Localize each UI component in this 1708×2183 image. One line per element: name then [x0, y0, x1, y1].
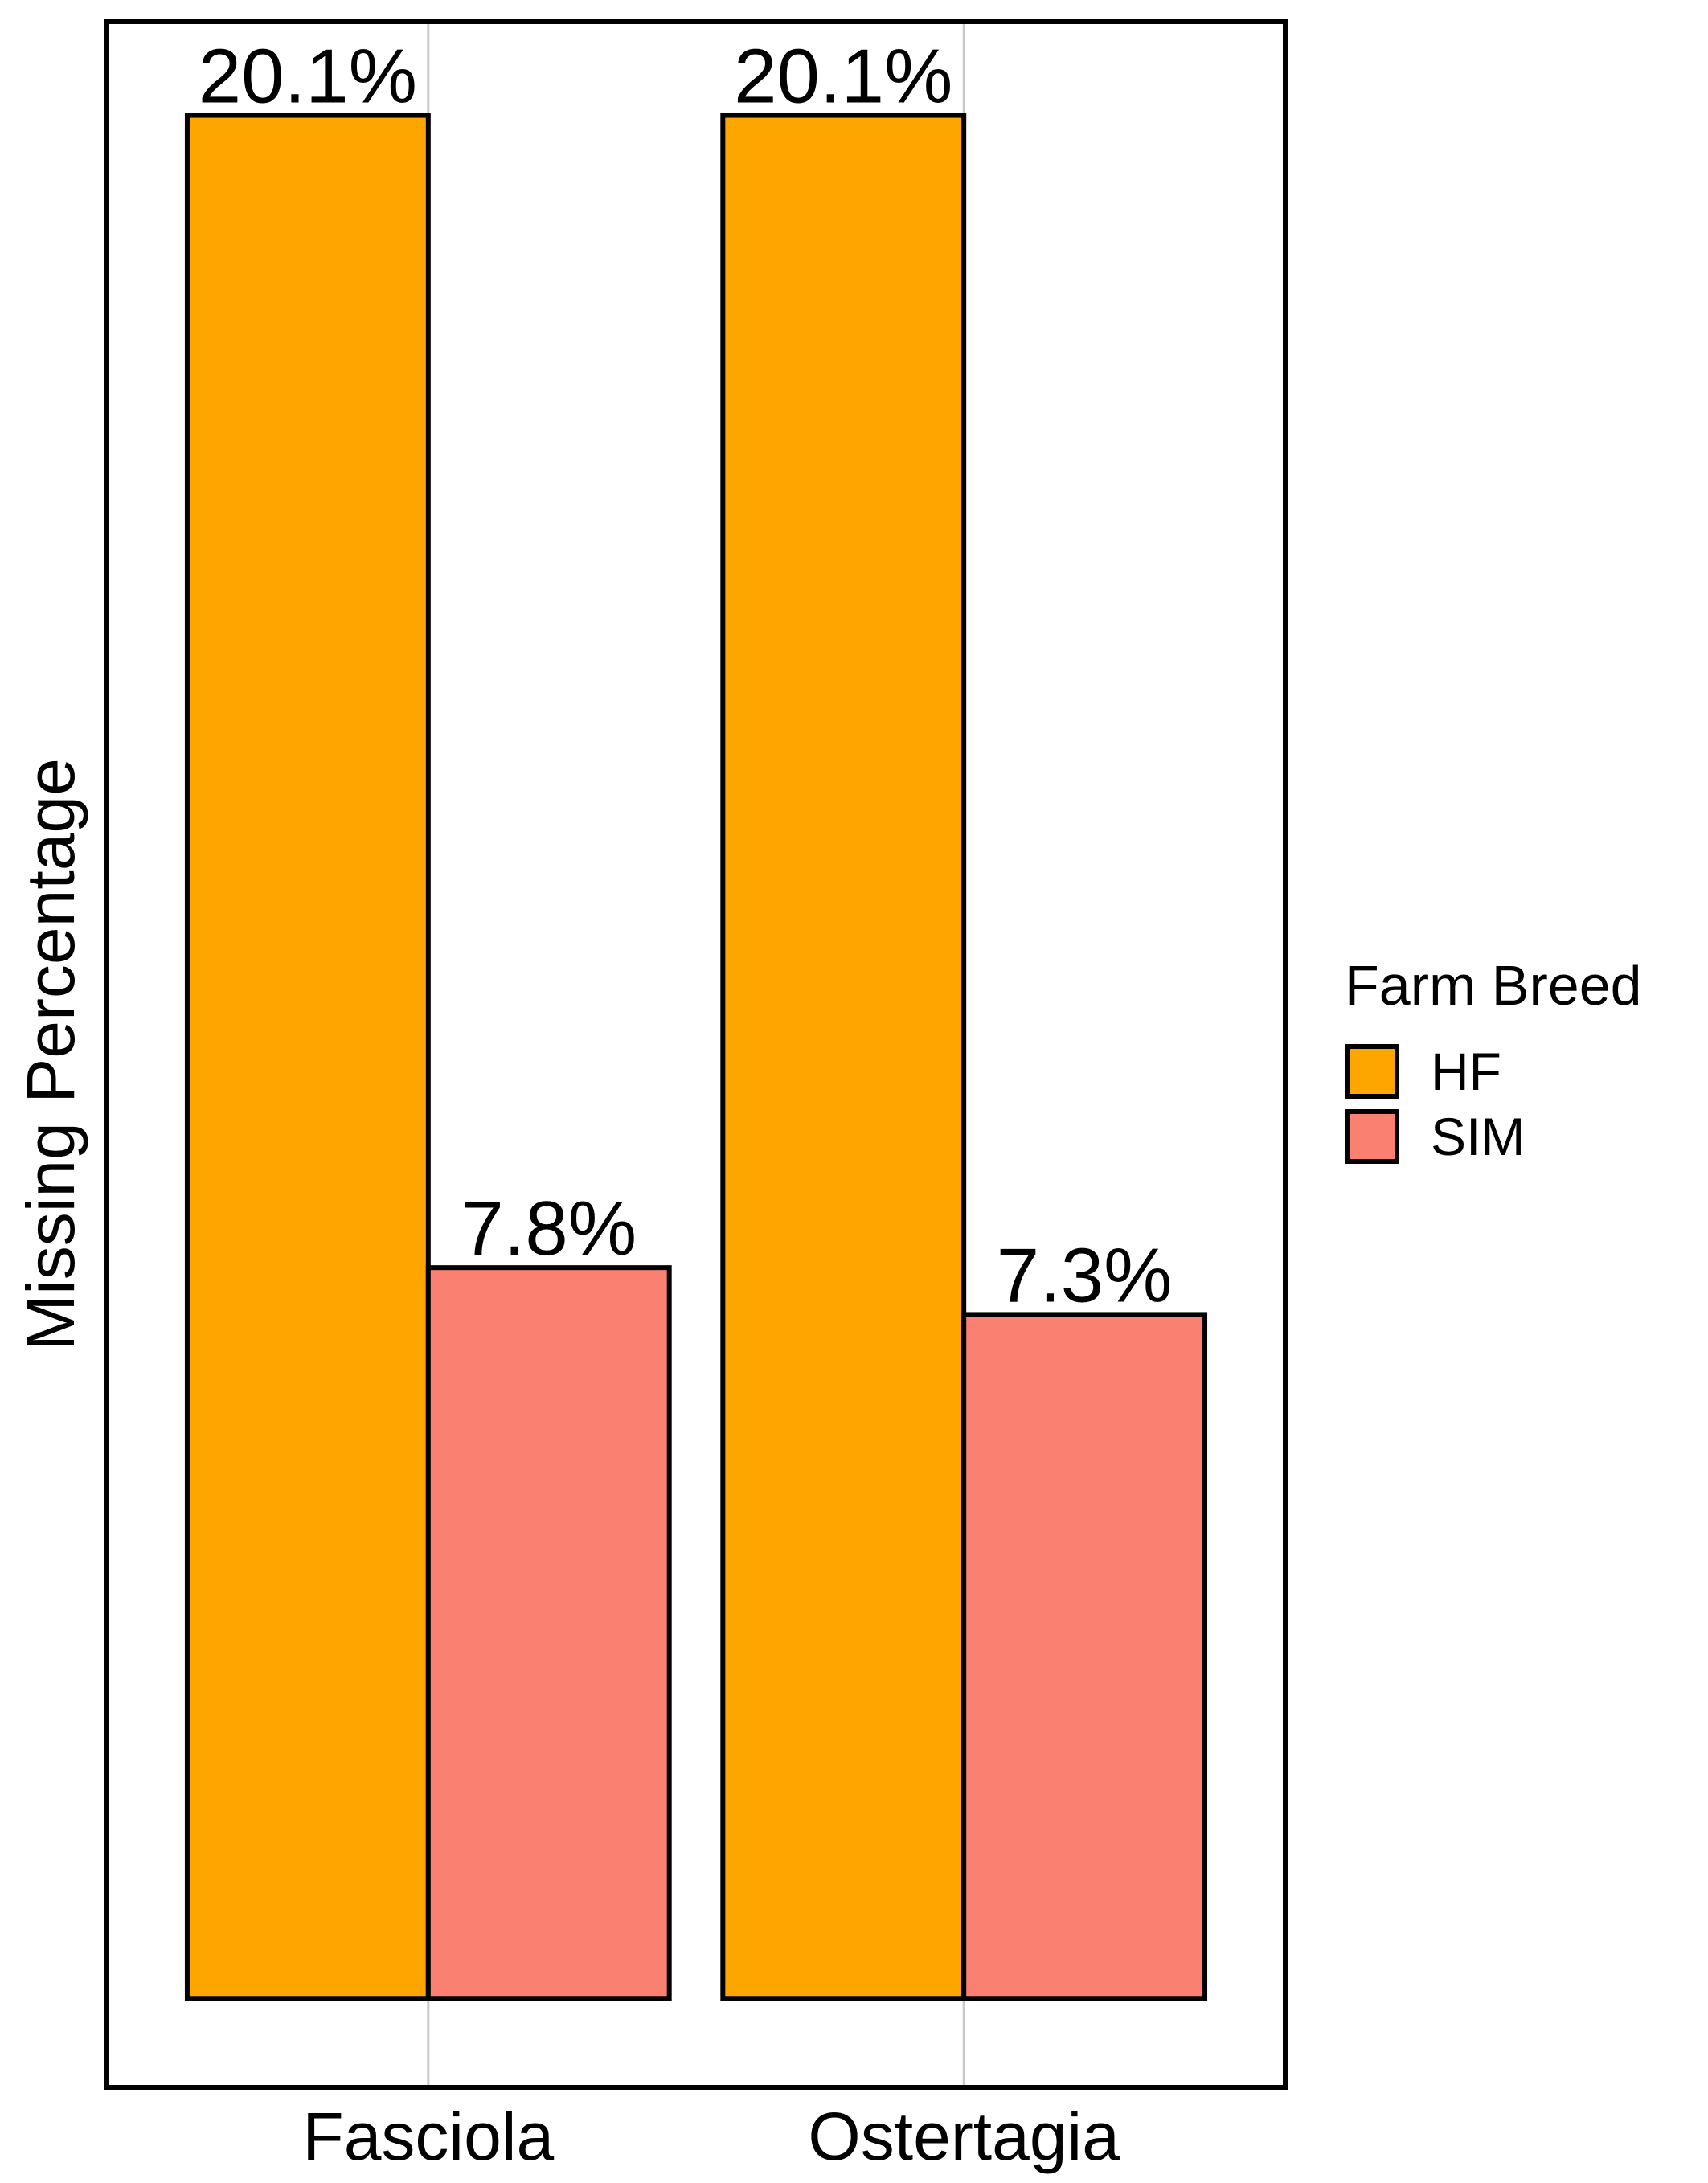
- legend: Farm Breed HF SIM: [1345, 954, 1642, 1166]
- bar-label-fasciola-sim: 7.8%: [461, 1186, 637, 1272]
- x-tick-label-fasciola: Fasciola: [302, 2099, 554, 2174]
- bar-label-ostertagia-hf: 20.1%: [734, 34, 952, 120]
- bar-fasciola-sim: [425, 1265, 672, 2001]
- legend-key-sim: [1345, 1109, 1399, 1164]
- bar-value-labels: 20.1% 7.8% 20.1% 7.3%: [199, 34, 1173, 1319]
- legend-key-hf: [1345, 1044, 1399, 1099]
- y-axis-label: Missing Percentage: [13, 758, 88, 1351]
- bar-label-fasciola-hf: 20.1%: [199, 34, 417, 120]
- bars: [184, 113, 1208, 2001]
- bar-fasciola-hf: [184, 113, 431, 2001]
- bar-ostertagia-sim: [961, 1312, 1208, 2001]
- bar-ostertagia-hf: [720, 113, 967, 2001]
- x-tick-label-ostertagia: Ostertagia: [808, 2099, 1120, 2174]
- bar-label-ostertagia-sim: 7.3%: [997, 1232, 1173, 1318]
- legend-label-hf: HF: [1431, 1042, 1501, 1101]
- legend-label-sim: SIM: [1431, 1107, 1525, 1166]
- x-tick-labels: Fasciola Ostertagia: [302, 2099, 1120, 2174]
- plot-panel-border: [104, 19, 1288, 2090]
- legend-title: Farm Breed: [1345, 954, 1642, 1017]
